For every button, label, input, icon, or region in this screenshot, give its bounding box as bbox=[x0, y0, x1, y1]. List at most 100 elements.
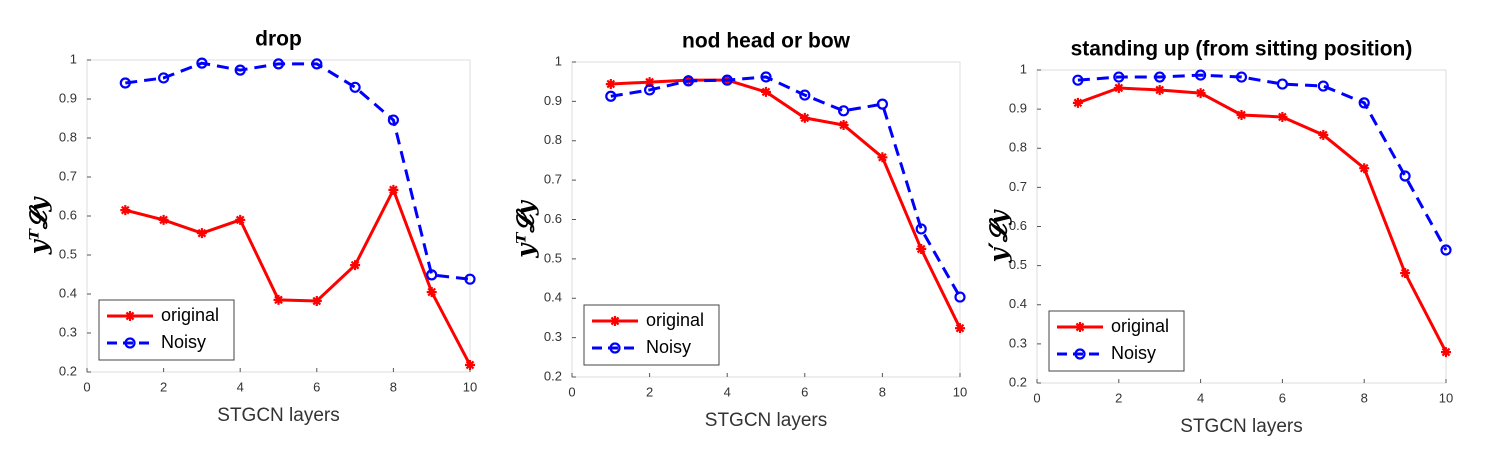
marker bbox=[605, 79, 616, 90]
chart-title: standing up (from sitting position) bbox=[1071, 38, 1413, 61]
y-tick-label: 0.8 bbox=[59, 129, 77, 144]
marker bbox=[916, 244, 927, 255]
chart-title: nod head or bow bbox=[682, 30, 851, 53]
marker bbox=[426, 287, 437, 298]
marker bbox=[311, 296, 322, 307]
y-tick-label: 0.8 bbox=[1009, 140, 1027, 155]
marker bbox=[760, 71, 772, 83]
marker bbox=[125, 311, 135, 321]
x-tick-label: 6 bbox=[1279, 390, 1286, 405]
data-line bbox=[610, 75, 962, 298]
x-tick-label: 8 bbox=[1361, 390, 1368, 405]
marker bbox=[350, 260, 361, 271]
y-tick-label: 0.7 bbox=[544, 172, 562, 187]
marker bbox=[1317, 80, 1329, 92]
marker bbox=[1440, 244, 1452, 256]
marker bbox=[955, 323, 965, 334]
y-axis-label: y′𝓛y bbox=[984, 209, 1013, 264]
marker bbox=[1276, 78, 1289, 90]
y-tick-label: 1 bbox=[1020, 61, 1027, 76]
y-tick-label: 0.7 bbox=[1009, 179, 1027, 194]
x-tick-label: 2 bbox=[1115, 390, 1122, 405]
y-tick-label: 0.9 bbox=[59, 90, 77, 105]
marker bbox=[196, 228, 207, 239]
marker bbox=[1154, 71, 1166, 83]
marker bbox=[1235, 71, 1248, 83]
marker bbox=[1358, 97, 1370, 109]
y-tick-label: 0.8 bbox=[544, 132, 562, 147]
legend-label: original bbox=[1111, 316, 1169, 336]
marker bbox=[465, 359, 475, 370]
data-line bbox=[1077, 73, 1448, 251]
marker bbox=[799, 112, 810, 123]
marker bbox=[1072, 97, 1083, 108]
x-tick-label: 8 bbox=[390, 379, 397, 394]
marker bbox=[388, 184, 399, 195]
marker bbox=[120, 205, 131, 216]
marker bbox=[609, 342, 621, 354]
x-axis-label: STGCN layers bbox=[217, 405, 339, 426]
x-tick-label: 4 bbox=[1197, 390, 1204, 405]
marker bbox=[349, 81, 361, 93]
x-axis-label: STGCN layers bbox=[705, 410, 827, 431]
subplot: 0.20.30.40.50.60.70.80.910 2 4 6 8 10dropSTGC… bbox=[24, 28, 478, 426]
x-tick-label: 6 bbox=[801, 384, 808, 399]
y-tick-label: 0.9 bbox=[1009, 101, 1027, 116]
x-tick-label: 10 bbox=[1439, 390, 1453, 405]
marker bbox=[1195, 88, 1206, 99]
y-tick-label: 0.7 bbox=[59, 168, 77, 183]
x-tick-label: 6 bbox=[313, 379, 320, 394]
x-tick-label: 4 bbox=[724, 384, 731, 399]
y-axis-label: yᵀ𝓛y bbox=[511, 199, 540, 259]
marker bbox=[1441, 347, 1451, 358]
data-line bbox=[125, 61, 471, 281]
y-tick-label: 0.4 bbox=[1009, 296, 1027, 311]
y-tick-label: 0.6 bbox=[1009, 218, 1027, 233]
legend-label: Noisy bbox=[161, 332, 206, 352]
legend-label: original bbox=[646, 310, 704, 330]
x-tick-label: 0 bbox=[568, 384, 575, 399]
x-tick-label: 0 bbox=[83, 379, 90, 394]
marker bbox=[124, 337, 136, 349]
marker bbox=[876, 98, 889, 110]
y-tick-label: 0.6 bbox=[544, 211, 562, 226]
y-tick-label: 0.2 bbox=[544, 368, 562, 383]
marker bbox=[954, 291, 966, 303]
chart-title: drop bbox=[255, 28, 302, 51]
y-tick-label: 0.6 bbox=[59, 207, 77, 222]
y-tick-label: 0.5 bbox=[1009, 257, 1027, 272]
marker bbox=[721, 74, 733, 86]
x-tick-label: 2 bbox=[160, 379, 167, 394]
data-line bbox=[124, 186, 472, 366]
marker bbox=[1399, 170, 1411, 182]
marker bbox=[682, 75, 695, 87]
y-tick-label: 0.3 bbox=[1009, 335, 1027, 350]
marker bbox=[605, 90, 617, 102]
legend-box bbox=[583, 304, 720, 366]
marker bbox=[235, 214, 246, 225]
marker bbox=[196, 57, 208, 69]
y-tick-label: 0.2 bbox=[1009, 374, 1027, 389]
marker bbox=[1318, 129, 1329, 140]
legend-label: Noisy bbox=[646, 337, 691, 357]
y-tick-label: 0.5 bbox=[544, 250, 562, 265]
marker bbox=[915, 223, 927, 235]
x-tick-label: 0 bbox=[1033, 390, 1040, 405]
marker bbox=[158, 72, 170, 84]
y-tick-label: 0.2 bbox=[59, 363, 77, 378]
marker bbox=[1074, 348, 1086, 360]
marker bbox=[1359, 163, 1370, 174]
marker bbox=[426, 269, 438, 281]
marker bbox=[387, 114, 399, 126]
marker bbox=[643, 84, 656, 96]
marker bbox=[877, 152, 888, 163]
marker bbox=[838, 120, 849, 130]
marker bbox=[837, 105, 850, 117]
marker bbox=[610, 316, 620, 326]
x-axis-label: STGCN layers bbox=[1180, 416, 1302, 437]
marker bbox=[1277, 111, 1288, 122]
y-tick-label: 0.3 bbox=[544, 329, 562, 344]
marker bbox=[311, 58, 323, 70]
y-tick-label: 1 bbox=[70, 51, 77, 66]
